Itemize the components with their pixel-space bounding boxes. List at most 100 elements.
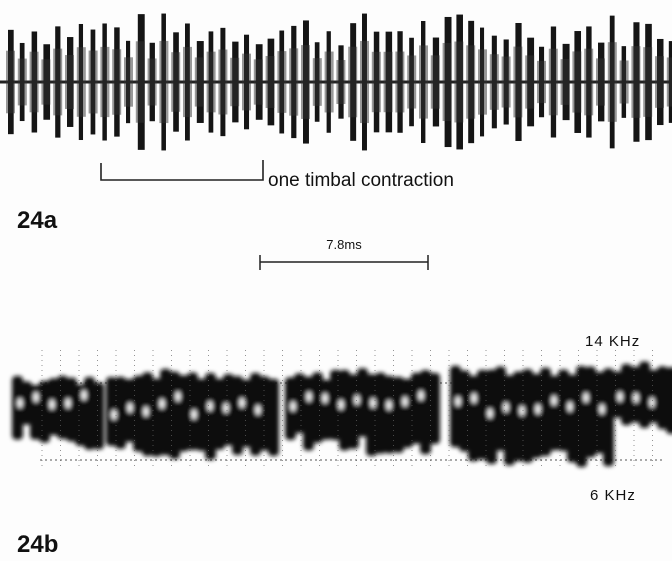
energy (160, 368, 171, 456)
energy-gap (599, 404, 605, 415)
energy-gap (617, 391, 623, 402)
pulse-fringe (159, 40, 169, 124)
energy (594, 372, 605, 454)
pulse-fringe (666, 57, 672, 107)
energy (384, 375, 395, 454)
pulse-fringe (171, 52, 181, 112)
pulse-fringe (242, 53, 251, 111)
energy-gap (567, 401, 573, 412)
pulse-fringe (277, 51, 287, 113)
energy (84, 376, 95, 450)
energy-gap (402, 396, 408, 407)
energy (477, 369, 488, 460)
energy (285, 377, 296, 440)
energy-gap (519, 405, 525, 416)
pulse-fringe (466, 45, 476, 119)
pulse-fringe (407, 55, 417, 109)
energy-gap (143, 406, 149, 417)
pulse-fringe (655, 56, 664, 108)
energy-gap (159, 398, 165, 409)
energy (540, 367, 551, 457)
energy-gap (191, 409, 197, 420)
pulse-fringe (572, 51, 582, 113)
energy-gap (322, 393, 328, 404)
energy-gap (306, 391, 312, 402)
pulse-fringe (548, 48, 558, 116)
energy-gap (65, 398, 71, 409)
pulse-fringe (53, 48, 63, 116)
energy (232, 376, 243, 456)
energy (522, 369, 533, 463)
spectrum (12, 361, 672, 468)
pulse-fringe (76, 47, 86, 117)
pulse-fringe (65, 55, 74, 109)
energy (549, 375, 560, 451)
energy (513, 371, 524, 462)
energy-gap (633, 392, 639, 403)
pulse-fringe (41, 59, 51, 105)
panel-label: 24a (17, 207, 58, 234)
energy-gap (503, 402, 509, 413)
energy (366, 374, 377, 456)
pulse-fringe (395, 51, 405, 113)
pulse-fringe (265, 55, 275, 109)
energy (57, 375, 68, 440)
energy (39, 380, 50, 443)
pulse-fringe (489, 54, 499, 110)
energy-gap (127, 402, 133, 413)
pulse-fringe (619, 60, 629, 104)
energy (639, 361, 650, 428)
energy-gap (370, 398, 376, 409)
pulse-fringe (607, 42, 617, 122)
pulse-fringe (100, 46, 110, 118)
pulse-fringe (560, 59, 570, 105)
energy-gap (338, 399, 344, 410)
energy (648, 369, 659, 423)
pulse-fringe (348, 46, 358, 118)
energy-gap (551, 395, 557, 406)
energy-gap (175, 391, 181, 402)
energy-gap (239, 397, 245, 408)
pulse-fringe (454, 41, 464, 123)
energy (178, 375, 189, 452)
energy (339, 370, 350, 451)
energy-gap (33, 392, 39, 403)
pulse-fringe (336, 59, 346, 105)
energy-gap (111, 409, 117, 420)
energy (393, 376, 404, 453)
contraction-bracket (100, 160, 264, 181)
energy (495, 366, 506, 451)
pulse-fringe (112, 49, 122, 115)
panel-label: 24b (17, 531, 58, 558)
energy (558, 369, 569, 452)
pulse-fringe (230, 57, 240, 107)
energy-gap (49, 399, 55, 410)
energy (402, 378, 413, 448)
pulse-fringe (525, 55, 535, 109)
pulse-fringe (17, 58, 27, 106)
energy-gap (583, 392, 589, 403)
pulse-fringe (513, 46, 523, 118)
energy (666, 367, 672, 434)
pulse-fringe (29, 51, 39, 113)
energy (612, 371, 623, 418)
pulse-fringe (371, 51, 381, 113)
pulse-fringe (124, 57, 133, 107)
energy-gap (81, 390, 87, 401)
pulse-fringe (194, 57, 204, 107)
pulse-fringe (643, 47, 653, 117)
pulse-fringe (501, 56, 511, 108)
energy (531, 373, 542, 459)
energy (504, 375, 515, 466)
pulse-fringe (584, 48, 594, 116)
pulse-fringe (442, 42, 452, 122)
pulse-fringe (88, 50, 98, 114)
scale-label: 7.8ms (326, 237, 362, 252)
energy (294, 373, 305, 434)
energy (12, 375, 23, 440)
pulse-fringe (135, 41, 145, 123)
energy-gap (17, 398, 23, 409)
